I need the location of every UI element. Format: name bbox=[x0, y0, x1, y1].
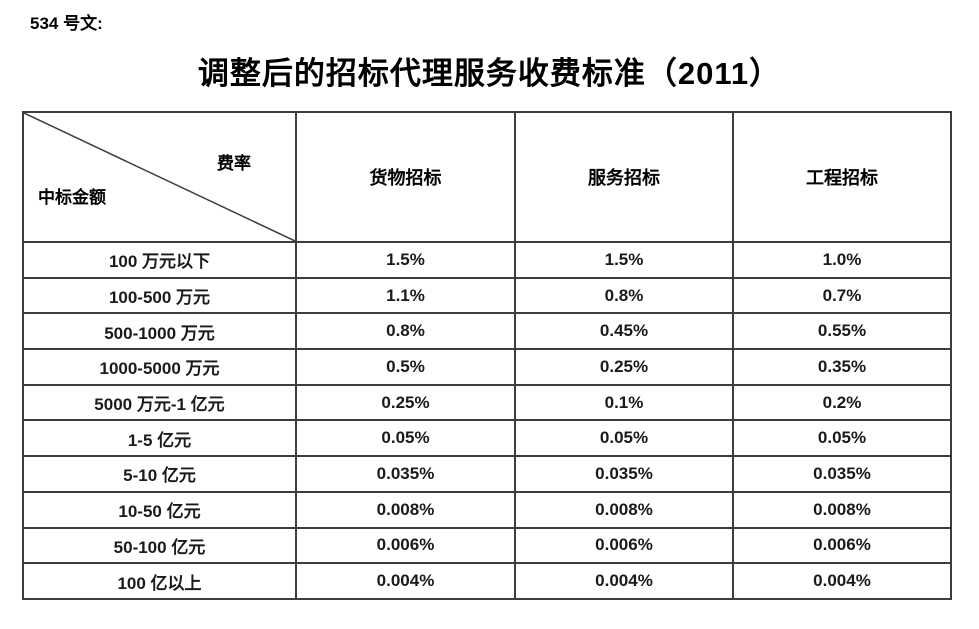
table-row: 5-10 亿元 0.035% 0.035% 0.035% bbox=[22, 455, 952, 493]
page-title: 调整后的招标代理服务收费标准（2011） bbox=[197, 56, 782, 91]
table-row: 500-1000 万元 0.8% 0.45% 0.55% bbox=[22, 312, 952, 351]
rate-cell: 0.05% bbox=[732, 419, 952, 458]
amount-cell: 1-5 亿元 bbox=[22, 419, 297, 458]
amount-cell: 100-500 万元 bbox=[22, 276, 297, 315]
table-row: 1000-5000 万元 0.5% 0.25% 0.35% bbox=[22, 348, 952, 386]
diagonal-divider bbox=[24, 113, 295, 241]
rate-cell: 0.05% bbox=[295, 419, 516, 458]
rate-cell: 0.8% bbox=[514, 276, 734, 315]
rate-cell: 0.004% bbox=[295, 562, 516, 600]
amount-cell: 5-10 亿元 bbox=[22, 455, 297, 493]
fee-rate-table: 费率 中标金额 货物招标 服务招标 工程招标 100 万元以下 1.5% 1.5… bbox=[22, 111, 952, 600]
table-row: 5000 万元-1 亿元 0.25% 0.1% 0.2% bbox=[22, 383, 952, 422]
corner-label-amount: 中标金额 bbox=[38, 188, 106, 207]
rate-cell: 0.004% bbox=[514, 562, 734, 600]
amount-cell: 1000-5000 万元 bbox=[22, 348, 297, 386]
column-header-engineering: 工程招标 bbox=[732, 111, 952, 243]
amount-cell: 100 万元以下 bbox=[22, 241, 297, 279]
corner-cell: 费率 中标金额 bbox=[22, 111, 297, 243]
amount-cell: 10-50 亿元 bbox=[22, 490, 297, 529]
rate-cell: 0.035% bbox=[732, 455, 952, 493]
rate-cell: 0.008% bbox=[295, 490, 516, 529]
rate-cell: 0.008% bbox=[732, 490, 952, 529]
column-header-goods: 货物招标 bbox=[295, 111, 516, 243]
rate-cell: 0.8% bbox=[295, 312, 516, 351]
rate-cell: 0.55% bbox=[732, 312, 952, 351]
amount-cell: 5000 万元-1 亿元 bbox=[22, 383, 297, 422]
rate-cell: 0.035% bbox=[514, 455, 734, 493]
amount-cell: 50-100 亿元 bbox=[22, 526, 297, 565]
rate-cell: 0.035% bbox=[295, 455, 516, 493]
table-row: 100-500 万元 1.1% 0.8% 0.7% bbox=[22, 276, 952, 315]
rate-cell: 1.5% bbox=[295, 241, 516, 279]
header-row: 费率 中标金额 货物招标 服务招标 工程招标 bbox=[22, 111, 952, 243]
column-header-services: 服务招标 bbox=[514, 111, 734, 243]
table-row: 100 亿以上 0.004% 0.004% 0.004% bbox=[22, 562, 952, 600]
rate-cell: 0.7% bbox=[732, 276, 952, 315]
rate-cell: 0.05% bbox=[514, 419, 734, 458]
table-row: 50-100 亿元 0.006% 0.006% 0.006% bbox=[22, 526, 952, 565]
table-row: 1-5 亿元 0.05% 0.05% 0.05% bbox=[22, 419, 952, 458]
rate-cell: 0.35% bbox=[732, 348, 952, 386]
rate-cell: 0.006% bbox=[514, 526, 734, 565]
amount-cell: 100 亿以上 bbox=[22, 562, 297, 600]
doc-number-label: 534 号文: bbox=[30, 14, 103, 33]
rate-cell: 0.45% bbox=[514, 312, 734, 351]
table-row: 10-50 亿元 0.008% 0.008% 0.008% bbox=[22, 490, 952, 529]
amount-cell: 500-1000 万元 bbox=[22, 312, 297, 351]
rate-cell: 1.1% bbox=[295, 276, 516, 315]
rate-cell: 0.2% bbox=[732, 383, 952, 422]
rate-cell: 0.25% bbox=[295, 383, 516, 422]
rate-cell: 0.006% bbox=[732, 526, 952, 565]
rate-cell: 0.25% bbox=[514, 348, 734, 386]
rate-cell: 0.004% bbox=[732, 562, 952, 600]
rate-cell: 1.5% bbox=[514, 241, 734, 279]
rate-cell: 0.006% bbox=[295, 526, 516, 565]
corner-label-rate: 费率 bbox=[217, 154, 251, 173]
rate-cell: 0.1% bbox=[514, 383, 734, 422]
rate-cell: 0.5% bbox=[295, 348, 516, 386]
rate-cell: 0.008% bbox=[514, 490, 734, 529]
table-row: 100 万元以下 1.5% 1.5% 1.0% bbox=[22, 241, 952, 279]
rate-cell: 1.0% bbox=[732, 241, 952, 279]
